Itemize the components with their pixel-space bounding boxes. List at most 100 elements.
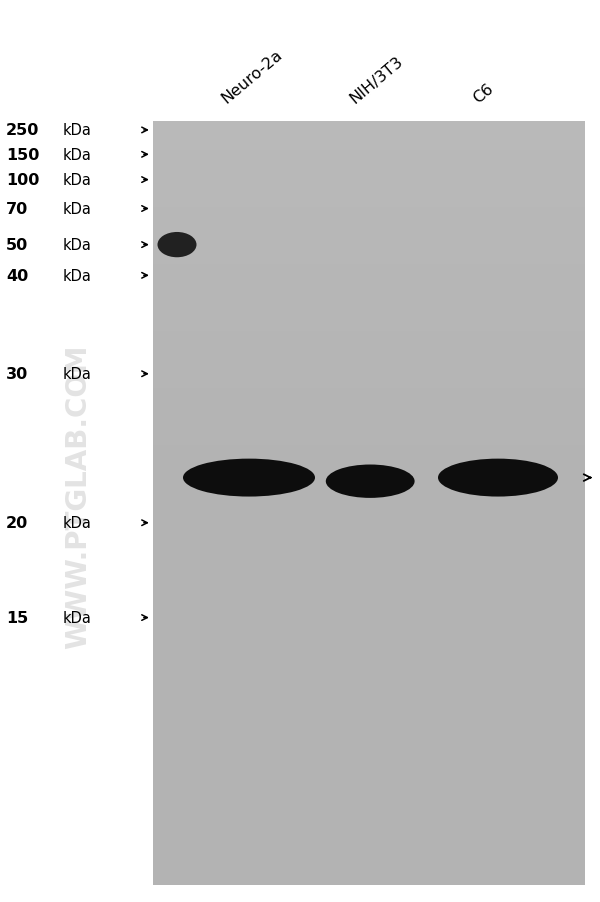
Text: 15: 15 [6,611,28,625]
Bar [153,703,585,713]
Bar [153,189,585,199]
Bar [153,550,585,561]
Bar [153,608,585,618]
Text: C6: C6 [470,81,496,106]
Bar [153,675,585,685]
Ellipse shape [438,459,558,497]
Bar [153,732,585,742]
Bar [153,589,585,599]
Text: WWW.PTGLAB.COM: WWW.PTGLAB.COM [64,344,92,649]
Bar [153,531,585,542]
Bar [153,512,585,523]
Bar [153,722,585,732]
Bar [153,379,585,390]
Bar [153,274,585,285]
Bar [153,132,585,142]
Text: 50: 50 [6,238,28,253]
Text: 150: 150 [6,148,40,162]
Bar [153,408,585,418]
Text: kDa: kDa [63,516,92,530]
Bar [153,855,585,866]
Bar [153,151,585,161]
Bar [153,217,585,227]
Bar [153,741,585,751]
Bar [153,713,585,723]
Bar [153,465,585,475]
Text: kDa: kDa [63,148,92,162]
Text: 30: 30 [6,367,28,382]
Ellipse shape [157,233,197,258]
Bar [153,360,585,371]
Bar [153,312,585,323]
Bar [153,798,585,808]
Bar [153,427,585,437]
Bar [153,179,585,189]
Bar [153,579,585,590]
Bar [153,474,585,484]
Bar [153,341,585,351]
Bar [153,522,585,532]
Bar [153,122,585,133]
Bar [153,598,585,609]
Text: 250: 250 [6,124,40,138]
Bar [153,541,585,551]
Bar [153,351,585,361]
Bar [153,293,585,304]
Bar [153,636,585,647]
Bar [153,255,585,265]
Bar [153,389,585,399]
Text: 40: 40 [6,269,28,283]
Bar [153,122,585,884]
Text: 70: 70 [6,202,28,216]
Text: kDa: kDa [63,202,92,216]
Text: kDa: kDa [63,173,92,188]
Bar [153,417,585,428]
Bar [153,284,585,294]
Bar [153,198,585,208]
Text: kDa: kDa [63,611,92,625]
Bar [153,493,585,503]
Bar [153,846,585,856]
Bar [153,808,585,818]
Bar [153,779,585,789]
Bar [153,617,585,628]
Text: kDa: kDa [63,367,92,382]
Bar [153,437,585,446]
Bar [153,226,585,237]
Ellipse shape [326,465,415,498]
Bar [153,160,585,170]
Bar [153,398,585,409]
Bar [153,788,585,799]
Bar [153,569,585,580]
Bar [153,207,585,218]
Text: kDa: kDa [63,124,92,138]
Bar [153,665,585,676]
Bar [153,141,585,152]
Bar [153,331,585,342]
Text: kDa: kDa [63,238,92,253]
Bar [153,817,585,828]
Bar [153,370,585,380]
Bar [153,483,585,494]
Ellipse shape [183,459,315,497]
Bar [153,694,585,704]
Bar [153,646,585,657]
Bar [153,456,585,465]
Text: NIH/3T3: NIH/3T3 [347,54,406,106]
Bar [153,655,585,666]
Text: 100: 100 [6,173,40,188]
Bar [153,322,585,332]
Bar [153,170,585,179]
Bar [153,245,585,256]
Bar [153,684,585,695]
Text: Neuro-2a: Neuro-2a [218,47,285,106]
Bar [153,503,585,513]
Bar [153,760,585,770]
Bar [153,750,585,761]
Bar [153,827,585,837]
Bar [153,264,585,275]
Bar [153,836,585,847]
Bar [153,303,585,313]
Bar [153,627,585,637]
Text: kDa: kDa [63,269,92,283]
